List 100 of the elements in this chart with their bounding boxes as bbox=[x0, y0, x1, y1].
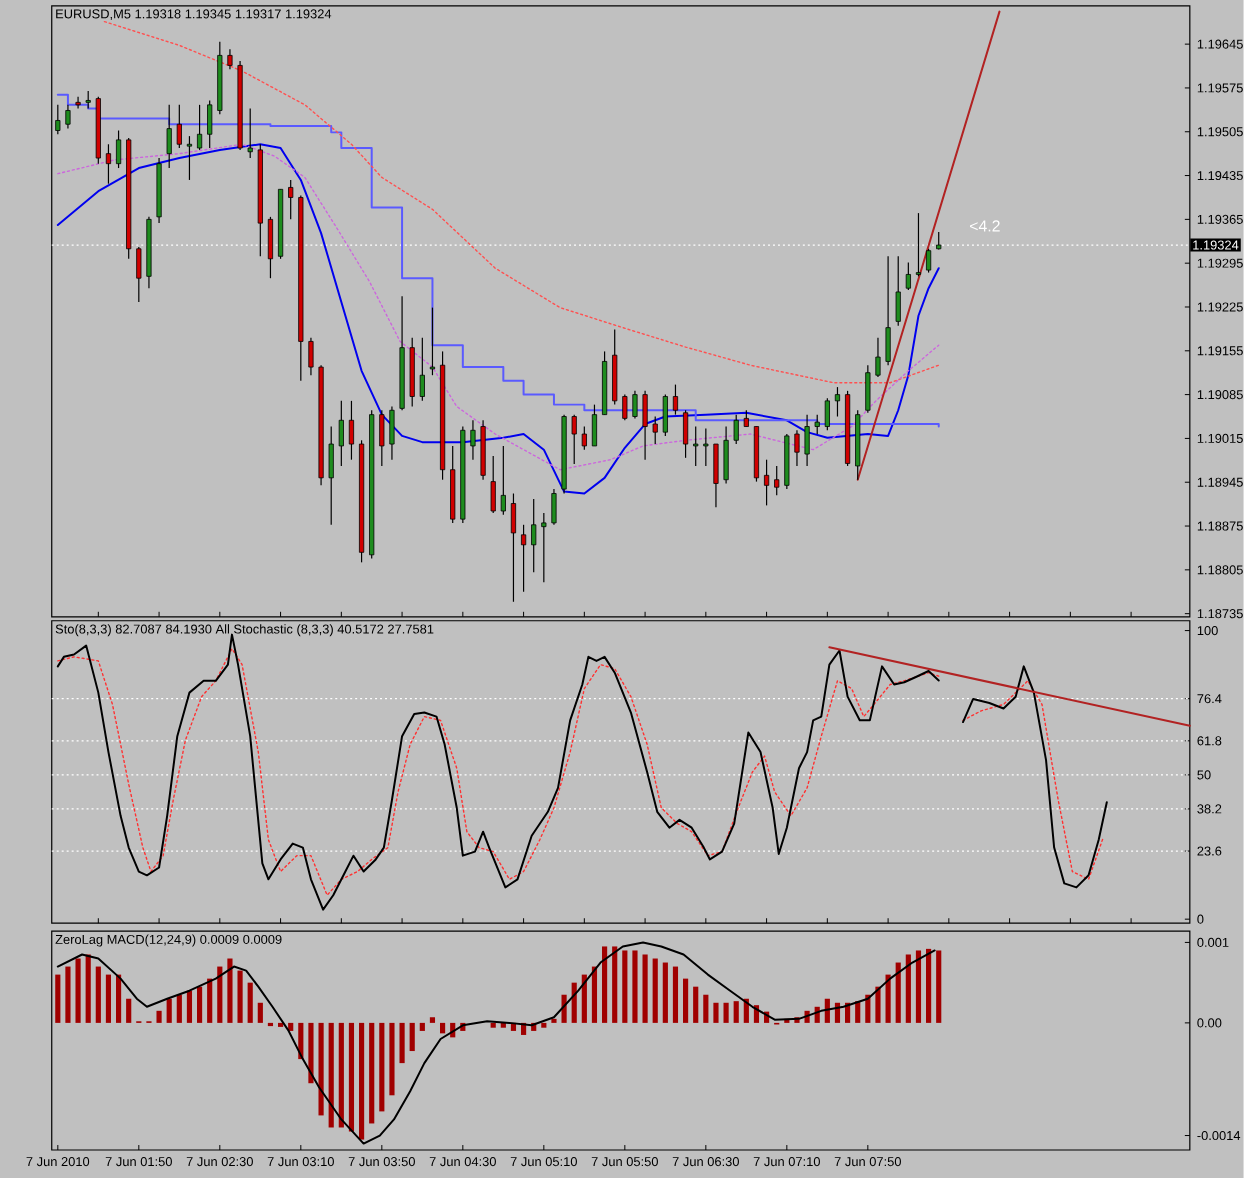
bar bbox=[500, 1022, 506, 1028]
bar bbox=[875, 986, 881, 1023]
bar bbox=[895, 962, 901, 1023]
candlestick bbox=[490, 455, 496, 514]
bar bbox=[75, 958, 81, 1023]
bar bbox=[369, 1022, 375, 1124]
bar bbox=[257, 1002, 263, 1023]
bar bbox=[85, 954, 91, 1023]
bar bbox=[926, 948, 932, 1023]
bar bbox=[196, 986, 203, 1023]
bar bbox=[338, 1022, 344, 1128]
candlestick bbox=[176, 104, 182, 149]
bar bbox=[693, 986, 699, 1023]
candlestick bbox=[774, 465, 780, 497]
candlestick bbox=[895, 255, 901, 327]
bar bbox=[348, 1022, 355, 1132]
bar bbox=[723, 1002, 729, 1023]
candlestick bbox=[379, 409, 385, 467]
candlestick bbox=[207, 99, 213, 149]
bar bbox=[672, 966, 679, 1023]
candlestick bbox=[834, 386, 841, 418]
candlestick bbox=[136, 246, 142, 303]
bar bbox=[642, 954, 648, 1023]
bar bbox=[429, 1017, 436, 1023]
candlestick bbox=[267, 216, 274, 279]
candlestick bbox=[723, 425, 729, 485]
candlestick bbox=[338, 400, 344, 467]
candlestick bbox=[683, 409, 689, 459]
candlestick bbox=[622, 394, 628, 421]
candlestick bbox=[75, 96, 81, 110]
candlestick bbox=[915, 212, 922, 277]
bar bbox=[186, 990, 193, 1023]
bar bbox=[389, 1022, 395, 1096]
candlestick bbox=[764, 459, 770, 507]
candlestick bbox=[429, 307, 436, 376]
bar bbox=[379, 1022, 385, 1112]
candlestick bbox=[166, 104, 172, 169]
candlestick bbox=[115, 129, 122, 169]
candlestick bbox=[652, 415, 658, 445]
candlestick bbox=[703, 427, 709, 467]
bar bbox=[733, 1001, 739, 1023]
candlestick bbox=[531, 498, 537, 574]
candlestick bbox=[551, 488, 557, 526]
bar bbox=[176, 994, 182, 1023]
candlestick bbox=[186, 135, 193, 181]
bar bbox=[95, 966, 101, 1023]
candlestick bbox=[713, 443, 719, 508]
candlestick bbox=[196, 104, 203, 151]
bar bbox=[622, 950, 628, 1023]
candlestick bbox=[794, 429, 800, 467]
bar bbox=[581, 974, 587, 1023]
candlestick bbox=[733, 414, 739, 445]
bar bbox=[328, 1022, 334, 1128]
candlestick bbox=[865, 364, 871, 414]
bar bbox=[662, 962, 668, 1023]
candlestick bbox=[520, 524, 527, 593]
bar bbox=[318, 1022, 324, 1116]
candlestick bbox=[581, 425, 587, 451]
bar bbox=[156, 1010, 162, 1023]
candlestick bbox=[470, 419, 476, 461]
bar bbox=[541, 1022, 547, 1028]
candlestick bbox=[348, 400, 355, 461]
candlestick bbox=[824, 397, 830, 431]
candlestick bbox=[642, 390, 648, 461]
candlestick bbox=[288, 179, 294, 221]
bar bbox=[703, 994, 709, 1023]
candlestick bbox=[389, 405, 395, 461]
bar bbox=[602, 946, 608, 1023]
line-series bbox=[103, 20, 940, 384]
bar bbox=[591, 966, 598, 1023]
candlestick bbox=[571, 414, 577, 465]
candlestick bbox=[662, 394, 668, 437]
bar bbox=[207, 978, 213, 1023]
candlestick bbox=[105, 143, 112, 185]
candlestick bbox=[632, 390, 638, 420]
bar bbox=[399, 1022, 405, 1064]
bar bbox=[308, 1022, 314, 1084]
bar bbox=[612, 946, 618, 1023]
bar bbox=[885, 974, 891, 1023]
candlestick bbox=[328, 425, 334, 526]
bar bbox=[652, 958, 658, 1023]
candlestick bbox=[875, 337, 881, 378]
bar bbox=[713, 1002, 719, 1023]
bar bbox=[247, 982, 253, 1023]
candlestick bbox=[510, 492, 517, 603]
candlestick bbox=[926, 248, 932, 274]
bar bbox=[936, 950, 942, 1023]
bar bbox=[905, 954, 911, 1023]
bar bbox=[217, 966, 223, 1023]
bar bbox=[358, 1022, 365, 1140]
candlestick bbox=[814, 414, 820, 435]
candlestick bbox=[804, 414, 810, 467]
candlestick bbox=[672, 384, 679, 416]
candlestick bbox=[65, 104, 71, 130]
bar bbox=[440, 1022, 446, 1034]
candlestick bbox=[247, 108, 253, 159]
bar bbox=[915, 950, 922, 1023]
bar bbox=[65, 966, 71, 1023]
bar bbox=[632, 950, 638, 1023]
bar bbox=[166, 998, 172, 1023]
